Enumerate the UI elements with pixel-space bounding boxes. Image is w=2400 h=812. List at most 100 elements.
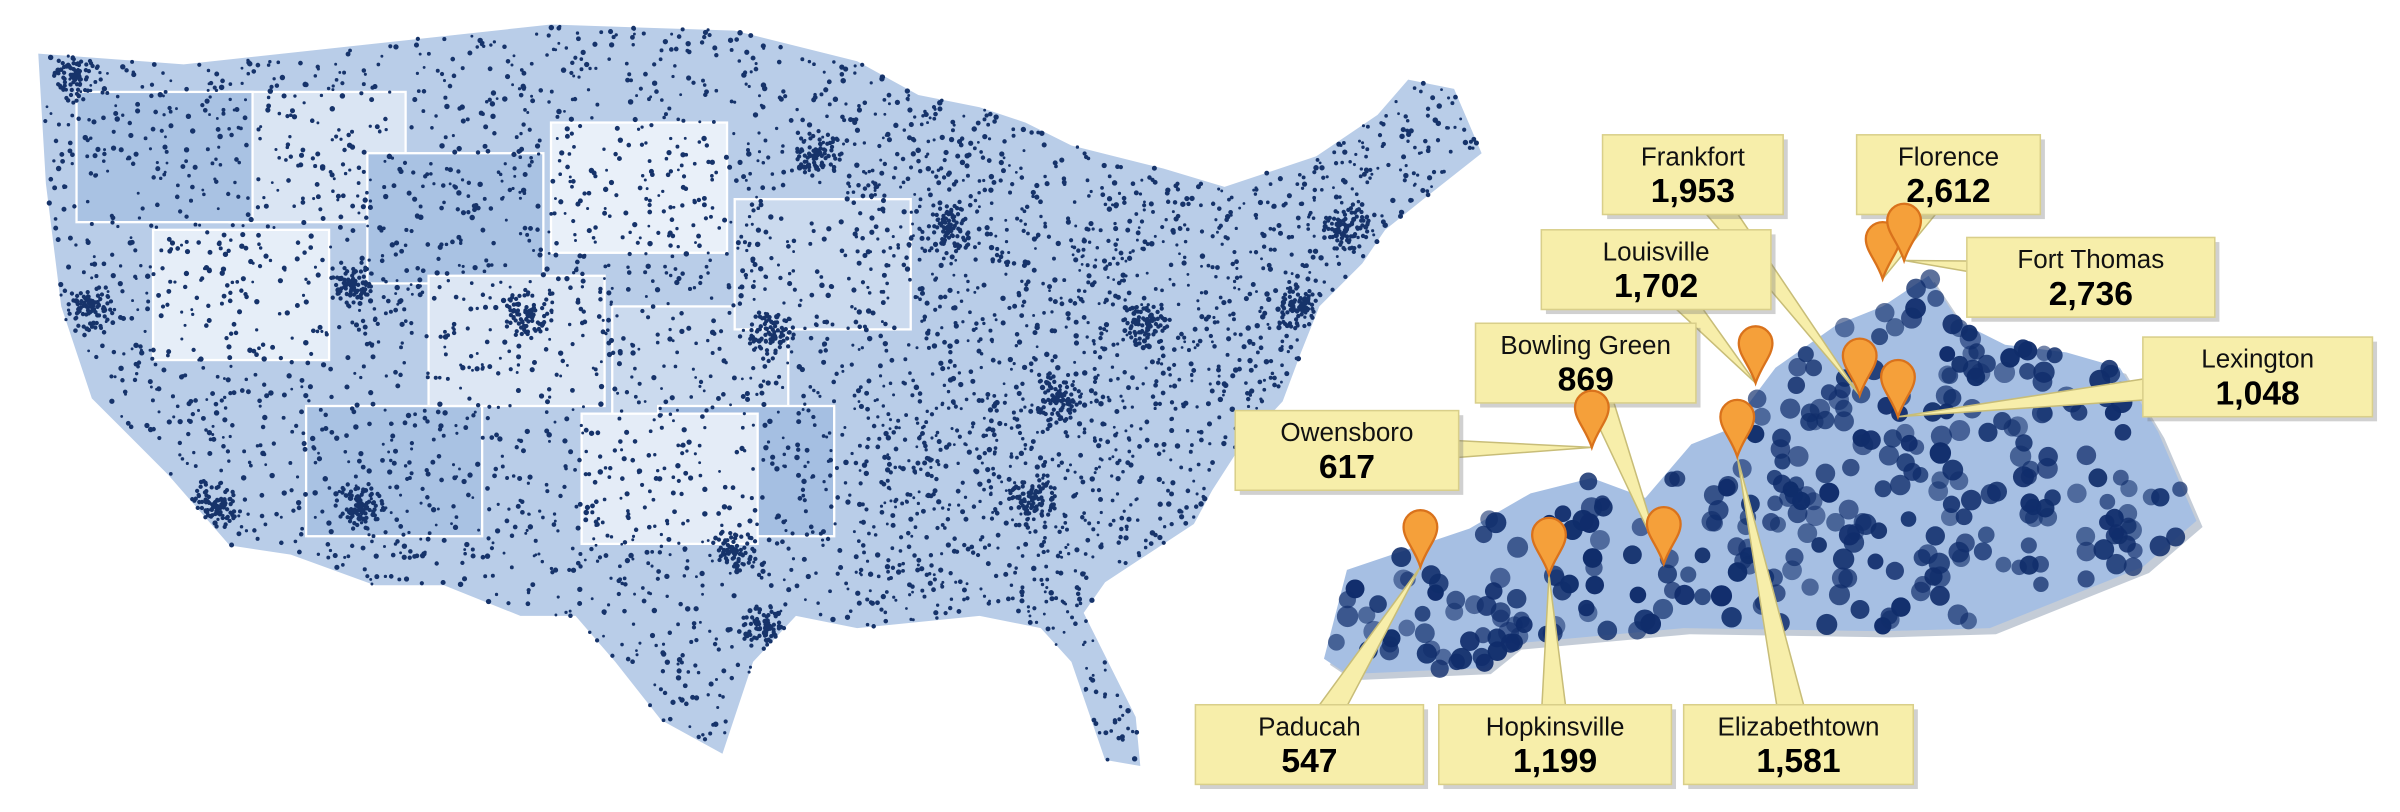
location-dot bbox=[1905, 298, 1926, 319]
location-dot bbox=[1429, 573, 1449, 594]
location-dot bbox=[1338, 591, 1357, 609]
location-dot bbox=[1694, 588, 1711, 606]
location-dot bbox=[1870, 522, 1888, 539]
location-dot bbox=[1955, 508, 1973, 526]
location-dot bbox=[1838, 499, 1859, 520]
location-dot bbox=[2099, 493, 2116, 510]
callout-box bbox=[1540, 229, 1772, 311]
city-count: 1,048 bbox=[2216, 375, 2300, 412]
location-dot bbox=[1780, 398, 1801, 419]
callout-box bbox=[2142, 336, 2374, 418]
location-dot bbox=[1929, 442, 1952, 464]
location-dot bbox=[2076, 541, 2097, 562]
location-dot bbox=[2120, 479, 2138, 498]
location-dot bbox=[1949, 420, 1971, 442]
location-dot bbox=[1820, 384, 1837, 401]
city-count: 547 bbox=[1281, 743, 1337, 780]
location-dot bbox=[1414, 605, 1431, 622]
location-dot bbox=[2067, 483, 2087, 504]
location-dot bbox=[1906, 278, 1926, 299]
location-dot bbox=[1977, 526, 1995, 544]
location-dot bbox=[1885, 318, 1905, 337]
city-count: 617 bbox=[1319, 449, 1375, 486]
city-name: Louisville bbox=[1603, 236, 1710, 266]
location-dot bbox=[1948, 541, 1970, 563]
location-dot bbox=[1734, 552, 1752, 570]
pin bbox=[1530, 516, 1567, 579]
location-dot bbox=[1835, 399, 1853, 418]
location-dot bbox=[1924, 567, 1943, 586]
city-name: Florence bbox=[1898, 141, 1999, 171]
location-dot bbox=[2088, 468, 2108, 488]
location-dot bbox=[2151, 488, 2170, 507]
location-dot bbox=[2033, 576, 2049, 593]
location-dot bbox=[1560, 574, 1579, 594]
location-dot bbox=[1805, 359, 1823, 377]
location-dot bbox=[1833, 411, 1854, 432]
location-dot bbox=[2044, 489, 2061, 506]
location-dot bbox=[2166, 527, 2186, 547]
city-name: Bowling Green bbox=[1500, 330, 1671, 360]
location-dot bbox=[1828, 584, 1851, 606]
pin bbox=[1402, 509, 1439, 571]
city-count: 1,702 bbox=[1614, 268, 1698, 305]
location-dot bbox=[1597, 620, 1618, 641]
location-dot bbox=[1826, 512, 1845, 532]
location-dot bbox=[2108, 524, 2125, 540]
location-dot bbox=[1890, 474, 1911, 496]
location-dot bbox=[1727, 537, 1746, 556]
location-dot bbox=[1774, 453, 1791, 470]
location-dot bbox=[1970, 363, 1991, 384]
location-dot bbox=[2149, 535, 2171, 557]
location-dot bbox=[1680, 566, 1697, 583]
location-dot bbox=[1663, 581, 1682, 599]
city-name: Owensboro bbox=[1280, 417, 1413, 447]
location-dot bbox=[1875, 302, 1895, 323]
location-dot bbox=[1871, 328, 1889, 346]
location-dot bbox=[1986, 481, 2007, 502]
location-dot bbox=[1398, 619, 1416, 637]
location-dot bbox=[1993, 361, 2016, 384]
location-dot bbox=[1430, 659, 1449, 678]
location-dot bbox=[1995, 556, 2012, 573]
location-dot bbox=[2020, 493, 2040, 513]
location-dot bbox=[2172, 481, 2188, 497]
location-dot bbox=[1629, 586, 1647, 604]
location-dot bbox=[1930, 425, 1953, 447]
city-name: Lexington bbox=[2201, 344, 2314, 374]
pin bbox=[1841, 337, 1878, 399]
location-dot bbox=[1930, 585, 1950, 606]
city-count: 1,953 bbox=[1651, 173, 1735, 210]
location-dot bbox=[1369, 595, 1387, 613]
location-dot bbox=[1446, 590, 1466, 610]
location-dot bbox=[1978, 422, 1998, 442]
location-dot bbox=[2017, 341, 2038, 361]
location-dot bbox=[2114, 424, 2132, 441]
location-dot bbox=[1474, 525, 1493, 544]
location-dot bbox=[1927, 290, 1945, 307]
location-dot bbox=[1465, 595, 1484, 615]
pin bbox=[1737, 325, 1774, 387]
location-dot bbox=[2036, 345, 2052, 362]
state bbox=[75, 90, 254, 224]
location-dot bbox=[1941, 367, 1959, 385]
location-dot bbox=[1782, 560, 1802, 581]
city-name: Hopkinsville bbox=[1486, 711, 1625, 741]
city-name: Frankfort bbox=[1641, 141, 1746, 171]
location-dot bbox=[1450, 647, 1473, 670]
location-dot bbox=[1819, 482, 1840, 503]
location-dot bbox=[1962, 345, 1979, 362]
location-dot bbox=[1769, 516, 1786, 533]
city-name: Paducah bbox=[1258, 711, 1361, 741]
pin bbox=[1719, 398, 1756, 461]
location-dot bbox=[1579, 513, 1600, 533]
location-dot bbox=[1507, 536, 1529, 558]
location-dot bbox=[1928, 481, 1949, 502]
location-dot bbox=[1801, 578, 1819, 596]
location-dot bbox=[1852, 434, 1874, 456]
location-dot bbox=[2099, 514, 2115, 530]
